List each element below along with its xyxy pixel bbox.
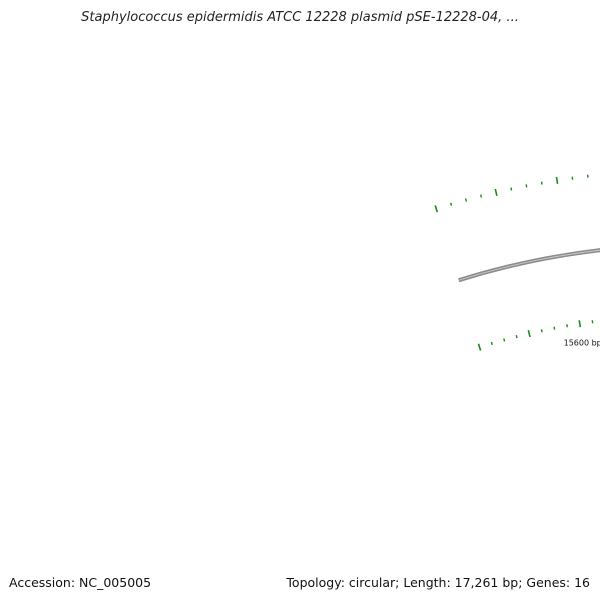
backbone-arc [458, 248, 600, 283]
inner-tick [527, 330, 531, 338]
backbone-highlight [458, 249, 600, 281]
outer-tick-ring [434, 174, 589, 213]
outer-tick [434, 205, 439, 213]
outer-tick [450, 202, 453, 206]
inner-tick [553, 326, 556, 330]
inner-tick [490, 341, 493, 346]
inner-tick [591, 320, 594, 324]
inner-tick [503, 338, 506, 342]
scale-labels: 15600 bp15800 bp16000 bp16200 bp16400 bp… [564, 338, 600, 347]
inner-tick [515, 335, 518, 339]
inner-tick-ring [477, 320, 594, 351]
outer-tick [480, 194, 483, 198]
outer-tick [525, 184, 528, 188]
inner-tick [566, 324, 568, 328]
inner-tick [540, 329, 543, 333]
inner-tick [477, 343, 482, 351]
outer-tick [540, 181, 543, 185]
scale-label: 15600 bp [564, 338, 600, 347]
outer-tick [555, 176, 559, 185]
outer-tick [464, 198, 468, 202]
accession-text: Accession: NC_005005 [9, 575, 152, 590]
inner-tick [578, 320, 582, 328]
map-title: Staphylococcus epidermidis ATCC 12228 pl… [81, 10, 519, 25]
summary-text: Topology: circular; Length: 17,261 bp; G… [286, 575, 590, 590]
backbone-circle [458, 248, 600, 283]
outer-tick [510, 187, 513, 191]
outer-tick [494, 188, 498, 196]
